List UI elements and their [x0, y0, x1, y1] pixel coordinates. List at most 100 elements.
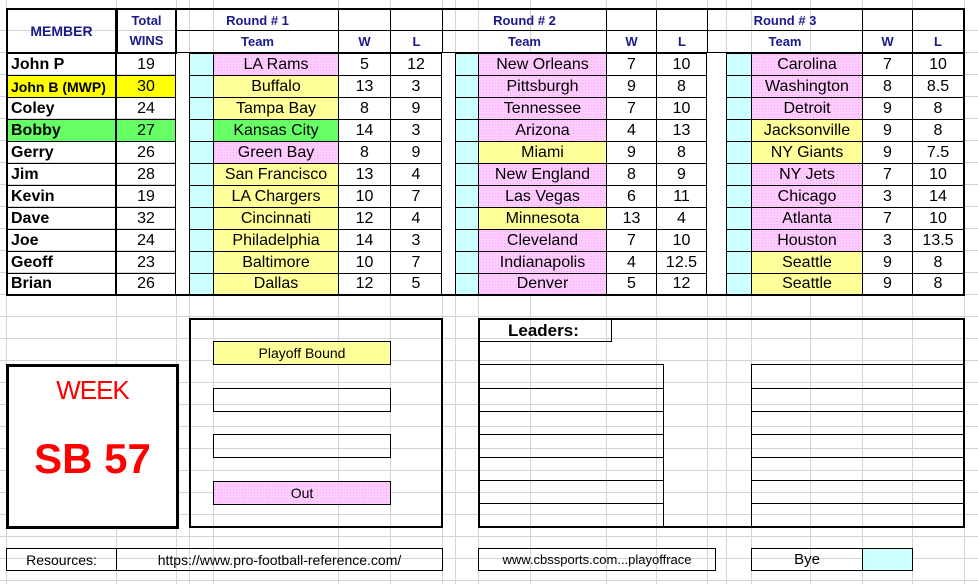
status-cell[interactable]: [189, 273, 214, 296]
leader-slot[interactable]: [751, 388, 965, 412]
losses-value: 3: [390, 75, 443, 98]
team-name: Cleveland: [478, 229, 607, 252]
losses-value: 8: [912, 119, 965, 142]
leader-slot[interactable]: [751, 457, 965, 481]
playoff-bound-legend: Playoff Bound: [213, 341, 391, 365]
status-cell[interactable]: [189, 119, 214, 142]
status-cell[interactable]: [455, 251, 479, 274]
status-cell[interactable]: [189, 229, 214, 252]
wins-value: 10: [338, 251, 391, 274]
leader-slot[interactable]: [478, 411, 664, 435]
status-cell[interactable]: [455, 119, 479, 142]
wins-value: 7: [862, 207, 913, 230]
status-cell[interactable]: [189, 251, 214, 274]
losses-value: 3: [390, 229, 443, 252]
status-cell[interactable]: [726, 229, 752, 252]
total-wins: 19: [116, 185, 177, 208]
status-cell[interactable]: [726, 185, 752, 208]
team-name: Atlanta: [751, 207, 863, 230]
team-name: Cincinnati: [213, 207, 339, 230]
spacer-cell: [707, 163, 726, 186]
leader-slot[interactable]: [751, 480, 965, 504]
status-cell[interactable]: [455, 229, 479, 252]
leader-slot[interactable]: [478, 364, 664, 389]
total-wins: 19: [116, 53, 177, 76]
status-cell[interactable]: [455, 185, 479, 208]
status-cell[interactable]: [455, 273, 479, 296]
losses-value: 10: [656, 97, 708, 120]
leader-slot[interactable]: [478, 480, 664, 504]
status-cell[interactable]: [189, 53, 214, 76]
wins-value: 13: [338, 163, 391, 186]
status-cell[interactable]: [189, 75, 214, 98]
status-cell[interactable]: [455, 97, 479, 120]
status-cell[interactable]: [455, 163, 479, 186]
wins-value: 8: [862, 75, 913, 98]
status-cell[interactable]: [455, 141, 479, 164]
leader-slot[interactable]: [751, 434, 965, 458]
member-name: Coley: [6, 97, 117, 120]
spacer-cell: [707, 185, 726, 208]
losses-value: 9: [390, 97, 443, 120]
status-cell[interactable]: [189, 141, 214, 164]
wins-value: 4: [606, 119, 657, 142]
losses-value: 7: [390, 251, 443, 274]
legend-empty-cell[interactable]: [213, 388, 391, 412]
member-name: Kevin: [6, 185, 117, 208]
cbssports-link[interactable]: www.cbssports.com...playoffrace: [478, 548, 716, 571]
losses-value: 11: [656, 185, 708, 208]
spacer-cell: [176, 229, 189, 252]
leader-slot[interactable]: [478, 457, 664, 481]
status-cell[interactable]: [726, 75, 752, 98]
total-wins: 28: [116, 163, 177, 186]
team-name: Buffalo: [213, 75, 339, 98]
losses-value: 8: [912, 97, 965, 120]
spacer-cell: [176, 163, 189, 186]
status-cell[interactable]: [726, 141, 752, 164]
status-cell[interactable]: [726, 207, 752, 230]
losses-value: 12: [390, 53, 443, 76]
team-name: New Orleans: [478, 53, 607, 76]
leader-slot[interactable]: [478, 503, 664, 528]
team-name: Tampa Bay: [213, 97, 339, 120]
status-cell[interactable]: [455, 75, 479, 98]
status-cell[interactable]: [726, 119, 752, 142]
status-cell[interactable]: [189, 185, 214, 208]
status-cell[interactable]: [455, 53, 479, 76]
bye-color-swatch: [862, 548, 913, 571]
status-cell[interactable]: [189, 97, 214, 120]
team-name: Houston: [751, 229, 863, 252]
spacer-cell: [176, 273, 189, 296]
status-cell[interactable]: [726, 97, 752, 120]
status-cell[interactable]: [726, 273, 752, 296]
losses-value: 4: [656, 207, 708, 230]
spacer-cell: [176, 185, 189, 208]
team-header: Team: [442, 30, 607, 54]
legend-empty-cell[interactable]: [213, 434, 391, 458]
losses-value: 10: [912, 163, 965, 186]
status-cell[interactable]: [726, 53, 752, 76]
leader-slot[interactable]: [751, 411, 965, 435]
header-blank: [862, 8, 913, 31]
team-name: Kansas City: [213, 119, 339, 142]
out-legend: Out: [213, 481, 391, 505]
status-cell[interactable]: [189, 207, 214, 230]
spacer-cell: [442, 251, 455, 274]
status-cell[interactable]: [726, 163, 752, 186]
status-cell[interactable]: [455, 207, 479, 230]
l-header: L: [656, 30, 708, 54]
leader-slot[interactable]: [478, 434, 664, 458]
leader-slot[interactable]: [751, 364, 965, 389]
spacer-cell: [442, 141, 455, 164]
wins-value: 9: [606, 141, 657, 164]
wins-value: 6: [606, 185, 657, 208]
status-cell[interactable]: [189, 163, 214, 186]
status-cell[interactable]: [726, 251, 752, 274]
leader-slot[interactable]: [751, 503, 965, 528]
leader-slot[interactable]: [478, 388, 664, 412]
header-blank: [390, 8, 443, 31]
pro-football-reference-link[interactable]: https://www.pro-football-reference.com/: [116, 548, 443, 571]
spacer-cell: [176, 251, 189, 274]
spacer-cell: [442, 207, 455, 230]
